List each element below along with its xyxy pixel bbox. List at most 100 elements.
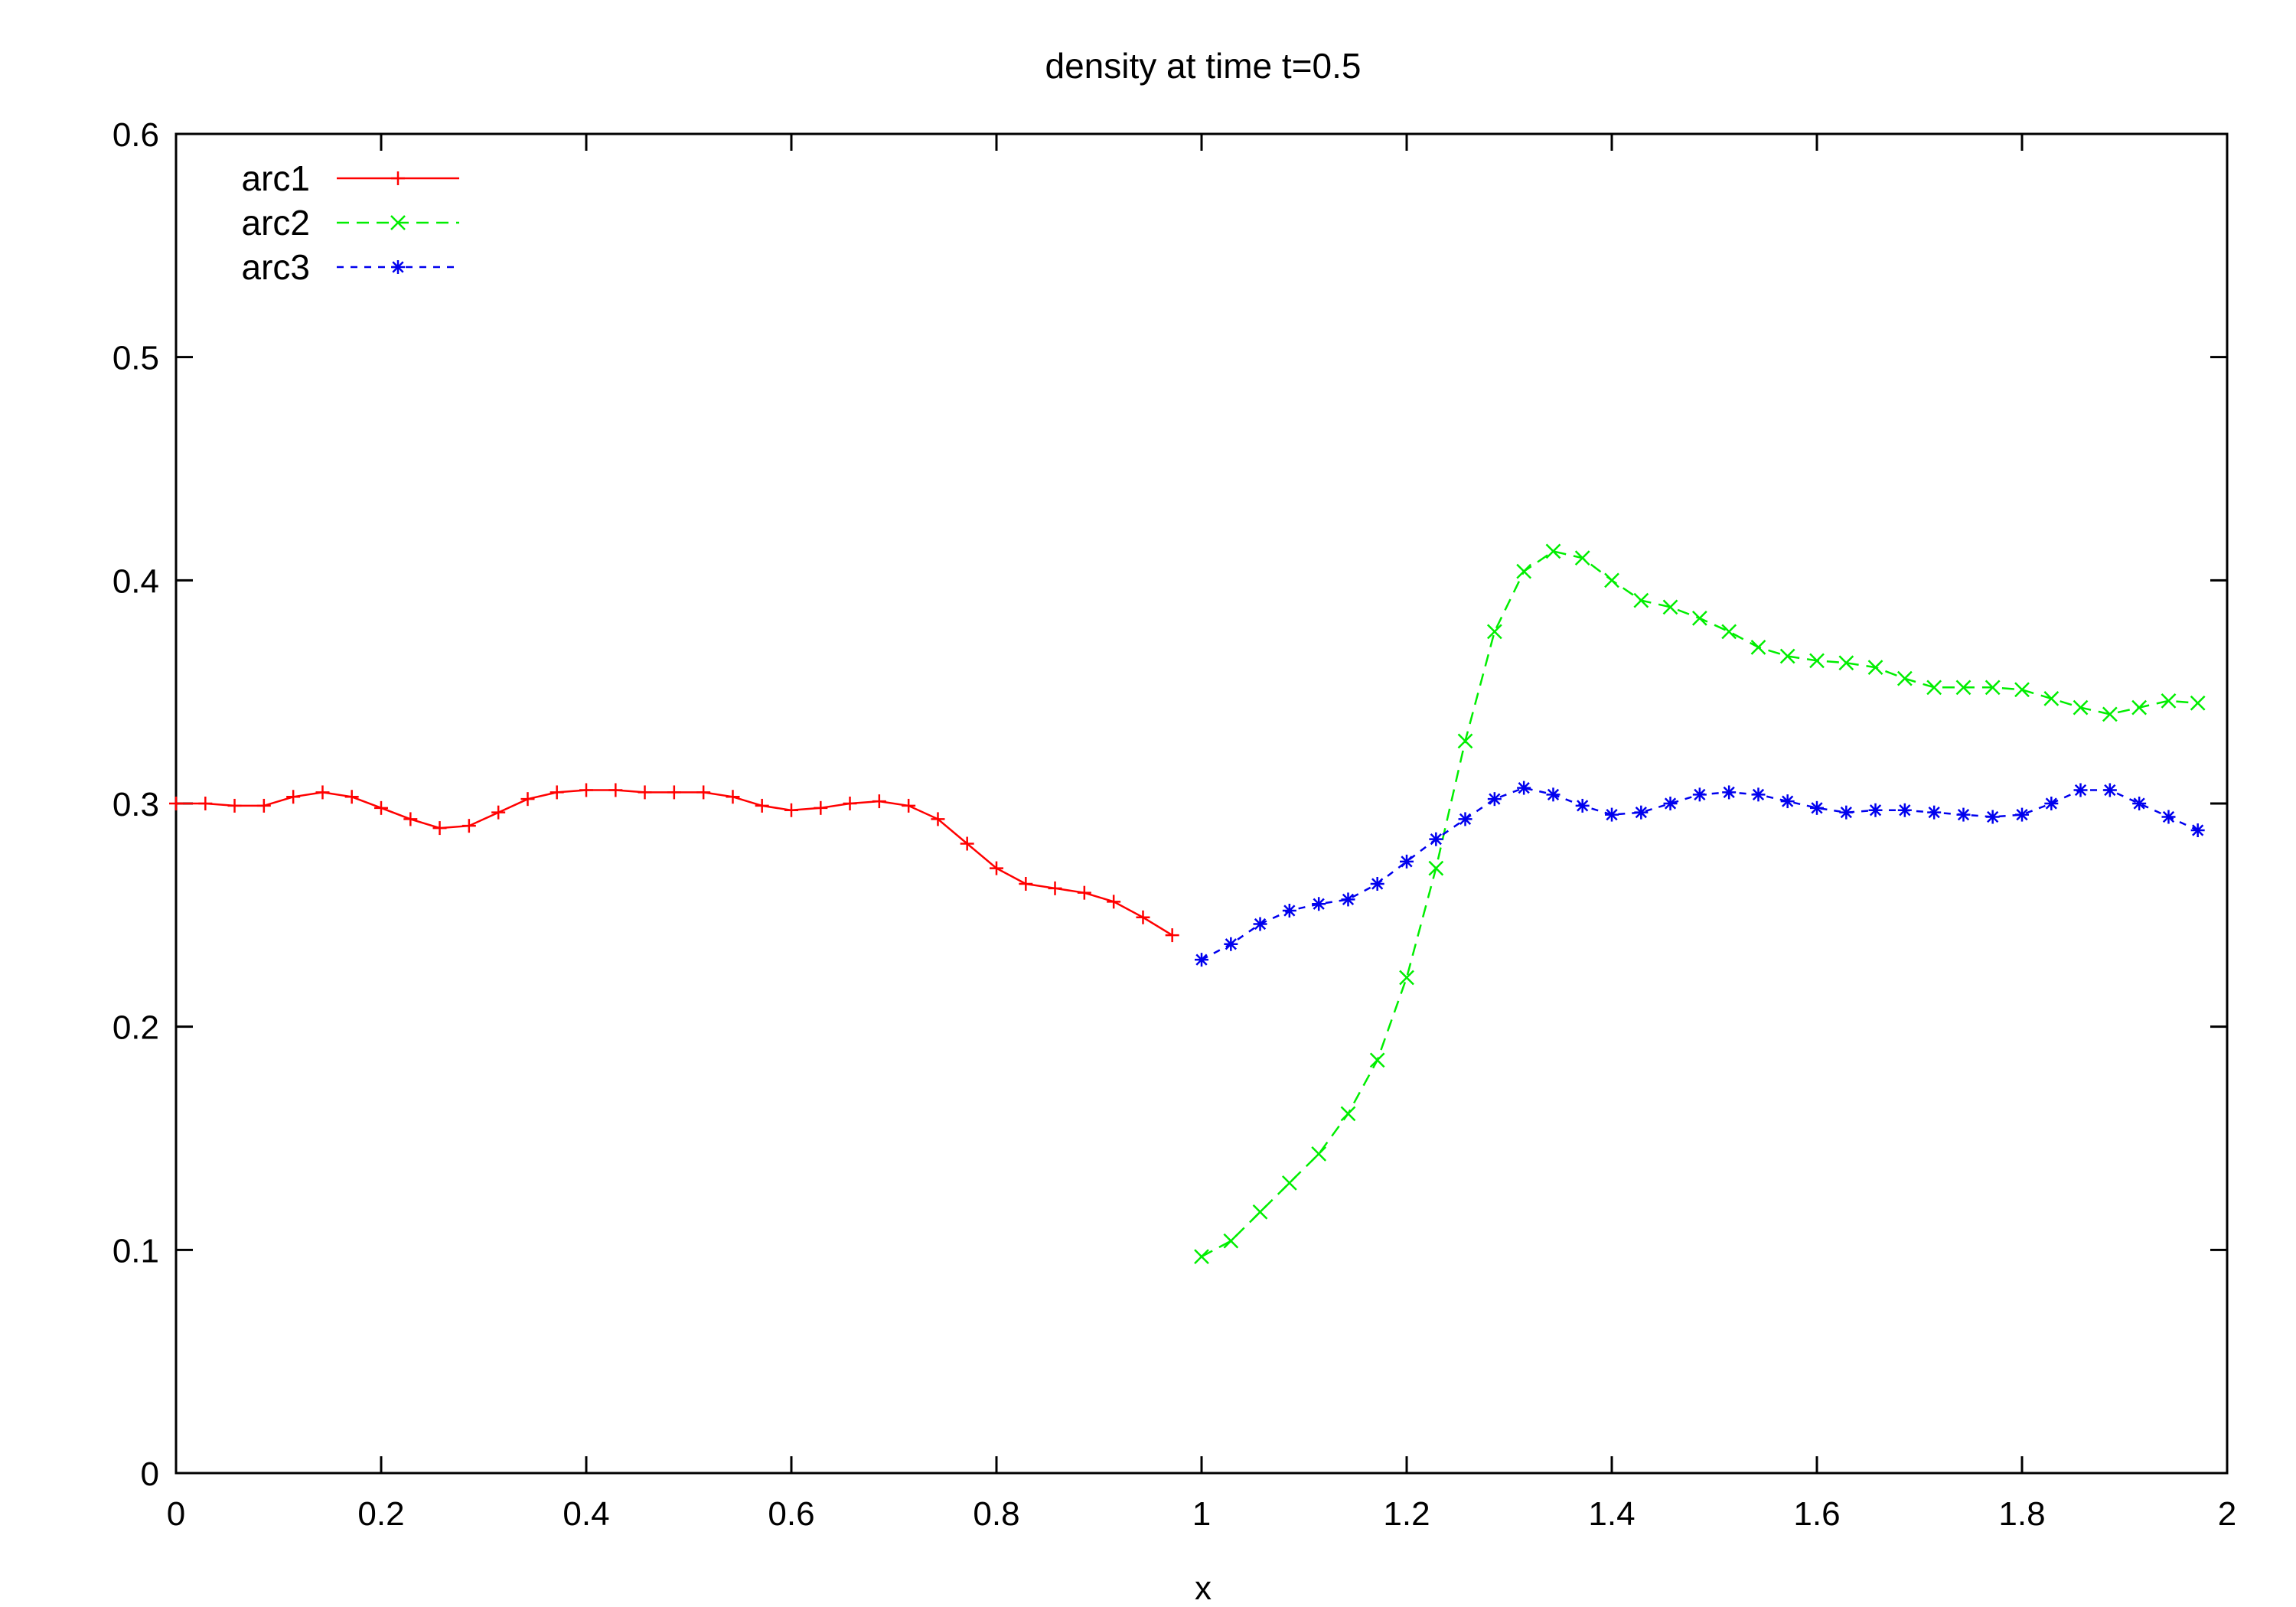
data-point-arc1 <box>491 805 506 820</box>
data-point-arc1 <box>286 790 301 804</box>
data-point-arc1 <box>1048 881 1062 895</box>
data-point-arc2 <box>1486 624 1502 640</box>
data-point-arc1 <box>256 798 271 813</box>
data-point-arc3 <box>1868 803 1883 817</box>
data-point-arc2 <box>1955 680 1971 696</box>
data-point-arc2 <box>1457 733 1473 749</box>
data-point-arc2 <box>1252 1204 1268 1220</box>
data-point-arc3 <box>1487 792 1502 807</box>
y-tick-label: 0.6 <box>113 116 159 154</box>
y-tick-label: 0.5 <box>113 340 159 377</box>
chart-title: density at time t=0.5 <box>1045 46 1362 86</box>
data-point-arc2 <box>2190 695 2206 711</box>
data-point-arc1 <box>872 794 886 809</box>
data-point-arc1 <box>667 785 681 800</box>
legend-marker <box>391 171 405 185</box>
data-point-arc3 <box>1517 781 1531 795</box>
data-point-arc1 <box>198 797 213 810</box>
data-point-arc1 <box>1136 910 1150 924</box>
series-line-arc3 <box>1201 787 2199 961</box>
data-point-arc3 <box>1839 805 1854 820</box>
data-point-arc1 <box>461 819 476 833</box>
x-tick-label: 1.6 <box>1793 1495 1840 1533</box>
data-point-arc1 <box>843 797 857 810</box>
data-point-arc1 <box>814 800 828 815</box>
data-point-arc2 <box>2102 706 2118 722</box>
data-point-arc2 <box>2161 693 2177 709</box>
data-point-arc2 <box>1604 572 1619 588</box>
data-point-arc3 <box>1546 787 1561 802</box>
data-point-arc3 <box>1751 787 1766 802</box>
data-point-arc2 <box>1340 1106 1356 1122</box>
data-point-arc2 <box>1399 970 1414 986</box>
data-point-arc1 <box>1019 877 1033 891</box>
data-point-arc1 <box>638 785 652 800</box>
data-point-arc1 <box>403 812 418 826</box>
data-point-arc3 <box>1312 897 1326 911</box>
data-point-arc3 <box>1458 812 1473 826</box>
axis-ticks: 0 0.2 0.4 0.6 0.8 1 1.2 1.4 1.6 1.8 2 0 0.1 0.2 0.3 0.4… <box>113 116 2236 1533</box>
data-point-arc3 <box>1985 810 2000 824</box>
data-point-arc2 <box>1194 1249 1209 1264</box>
data-point-arc1 <box>520 792 535 807</box>
legend-item-arc3: arc3 <box>242 247 459 287</box>
data-point-arc1 <box>902 798 916 813</box>
legend-marker <box>390 215 406 230</box>
series-arc3 <box>1195 781 2205 967</box>
data-point-arc2 <box>1896 670 1913 686</box>
data-point-arc2 <box>2131 699 2148 715</box>
data-point-arc2 <box>1281 1175 1297 1191</box>
data-point-arc2 <box>1223 1233 1239 1249</box>
y-tick-label: 0.2 <box>113 1009 159 1047</box>
data-point-arc3 <box>1810 800 1824 815</box>
data-point-arc3 <box>1400 854 1414 869</box>
data-point-arc1 <box>960 836 974 851</box>
x-tick-label: 0.4 <box>563 1495 609 1533</box>
data-point-arc1 <box>784 803 798 817</box>
x-tick-label: 2 <box>2218 1495 2236 1533</box>
data-point-arc2 <box>1633 592 1649 608</box>
x-axis-label: x <box>1195 1570 1212 1607</box>
data-point-arc2 <box>1516 563 1532 579</box>
data-point-arc1 <box>344 790 359 804</box>
data-point-arc3 <box>1224 937 1238 951</box>
data-point-arc1 <box>169 797 183 810</box>
data-point-arc3 <box>1341 892 1355 907</box>
series-layer <box>169 543 2206 1264</box>
data-point-arc2 <box>1574 550 1590 566</box>
data-point-arc2 <box>2043 691 2060 706</box>
data-point-arc3 <box>1722 785 1737 800</box>
data-point-arc1 <box>608 783 623 797</box>
plot-frame <box>174 132 2229 1475</box>
data-point-arc1 <box>755 798 769 813</box>
legend-item-arc1: arc1 <box>242 158 459 198</box>
data-point-arc2 <box>1721 624 1737 640</box>
y-tick-label: 0.1 <box>113 1232 159 1270</box>
data-point-arc1 <box>1165 928 1179 943</box>
data-point-arc3 <box>1634 805 1649 820</box>
y-tick-label: 0.4 <box>113 562 159 600</box>
data-point-arc2 <box>2073 699 2089 715</box>
data-point-arc3 <box>1195 953 1208 967</box>
data-point-arc3 <box>1663 797 1678 810</box>
x-tick-label: 0.8 <box>973 1495 1019 1533</box>
data-point-arc3 <box>1253 917 1267 931</box>
data-point-arc1 <box>374 800 388 815</box>
data-point-arc2 <box>1926 680 1942 696</box>
data-point-arc2 <box>1428 860 1444 876</box>
data-point-arc3 <box>1780 794 1795 809</box>
data-point-arc3 <box>1429 832 1443 846</box>
data-point-arc3 <box>1956 807 1971 822</box>
x-tick-label: 1.4 <box>1588 1495 1635 1533</box>
data-point-arc2 <box>1691 611 1707 626</box>
data-point-arc3 <box>1897 803 1912 817</box>
legend-marker <box>391 260 405 274</box>
data-point-arc2 <box>1311 1146 1327 1162</box>
data-point-arc3 <box>1927 805 1942 820</box>
data-point-arc2 <box>1750 639 1766 655</box>
data-point-arc3 <box>2190 823 2205 837</box>
data-point-arc3 <box>1692 787 1707 802</box>
series-arc2 <box>1194 543 2206 1264</box>
